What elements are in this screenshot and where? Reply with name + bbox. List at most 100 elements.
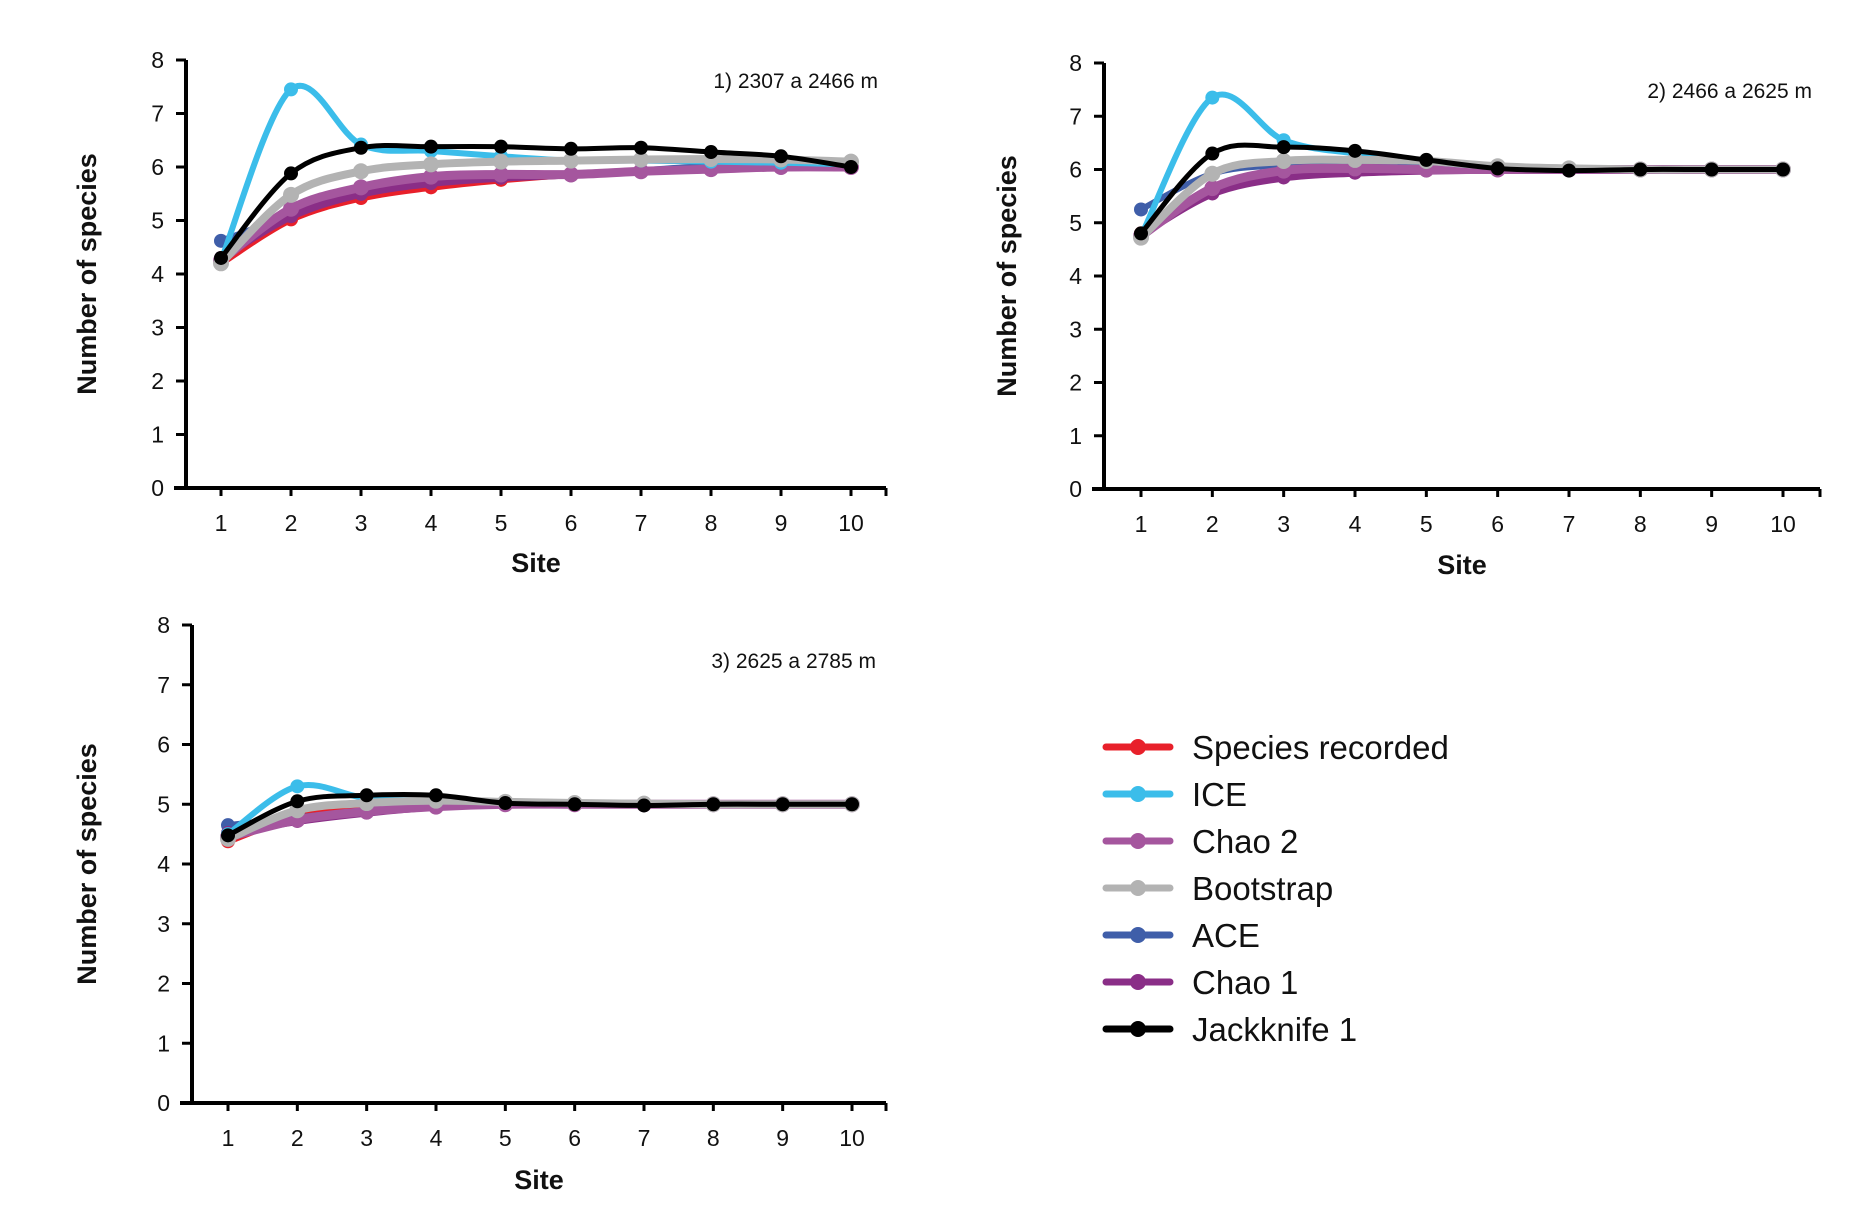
x-tick-label: 5 xyxy=(1420,511,1433,537)
data-point-jackknife-1 xyxy=(1490,161,1505,176)
y-tick-label: 5 xyxy=(1069,210,1082,236)
x-tick-label: 9 xyxy=(775,510,788,536)
data-point-jackknife-1 xyxy=(704,145,718,160)
data-point-jackknife-1 xyxy=(290,794,305,809)
y-tick-label: 6 xyxy=(157,732,170,758)
legend-label: Bootstrap xyxy=(1192,870,1333,907)
x-tick-label: 9 xyxy=(776,1125,789,1151)
series-line-jackknife-1 xyxy=(218,143,854,261)
x-tick-label: 8 xyxy=(705,510,718,536)
legend-swatch-marker xyxy=(1130,833,1146,849)
data-point-jackknife-1 xyxy=(214,250,228,265)
y-tick-label: 4 xyxy=(1069,263,1082,289)
data-point-bootstrap xyxy=(1275,152,1292,169)
y-tick-label: 2 xyxy=(157,971,170,997)
data-point-bootstrap xyxy=(1204,165,1221,182)
x-tick-label: 7 xyxy=(638,1125,651,1151)
y-tick-label: 7 xyxy=(157,672,170,698)
x-tick-label: 5 xyxy=(499,1125,512,1151)
legend-label: Chao 1 xyxy=(1192,964,1298,1001)
x-tick-label: 10 xyxy=(1770,511,1796,537)
data-point-ice xyxy=(290,779,305,794)
legend: Species recorded ICE Chao 2 Bootstrap ACE Cha… xyxy=(1102,729,1449,1048)
data-point-chao-2 xyxy=(563,166,579,183)
series-line-chao-2 xyxy=(1136,163,1788,241)
data-point-jackknife-1 xyxy=(429,788,443,803)
data-point-jackknife-1 xyxy=(1633,162,1648,177)
data-point-jackknife-1 xyxy=(498,796,513,811)
x-tick-label: 6 xyxy=(1491,511,1504,537)
y-tick-label: 0 xyxy=(157,1090,170,1116)
x-tick-label: 1 xyxy=(215,510,228,536)
y-tick-label: 2 xyxy=(1069,370,1082,396)
data-point-chao-2 xyxy=(283,200,299,217)
data-point-jackknife-1 xyxy=(706,797,721,812)
legend-label: Chao 2 xyxy=(1192,823,1298,860)
data-point-jackknife-1 xyxy=(775,797,790,812)
x-tick-label: 3 xyxy=(360,1125,373,1151)
y-tick-label: 2 xyxy=(151,368,164,394)
data-point-jackknife-1 xyxy=(1276,140,1291,155)
x-tick-label: 6 xyxy=(568,1125,581,1151)
x-tick-label: 4 xyxy=(430,1125,443,1151)
data-point-jackknife-1 xyxy=(1776,162,1790,177)
series-jackknife-1 xyxy=(214,139,858,265)
data-point-chao-2 xyxy=(633,163,649,180)
series-jackknife-1 xyxy=(221,788,859,843)
series-species-recorded xyxy=(1134,162,1790,241)
panel-title: 1) 2307 a 2466 m xyxy=(713,70,878,93)
legend-item-chao-1: Chao 1 xyxy=(1102,964,1298,1001)
data-point-bootstrap xyxy=(563,152,579,169)
data-point-jackknife-1 xyxy=(424,139,438,154)
data-point-jackknife-1 xyxy=(637,798,651,813)
data-point-ice xyxy=(1205,90,1220,105)
y-tick-label: 5 xyxy=(151,208,164,234)
x-tick-label: 10 xyxy=(839,1125,865,1151)
x-tick-label: 4 xyxy=(425,510,438,536)
data-point-chao-2 xyxy=(423,168,439,185)
x-tick-label: 8 xyxy=(707,1125,720,1151)
data-point-jackknife-1 xyxy=(359,788,374,803)
x-tick-label: 2 xyxy=(291,1125,304,1151)
data-point-ace xyxy=(1134,202,1148,217)
legend-item-jackknife-1: Jackknife 1 xyxy=(1102,1011,1357,1048)
legend-item-chao-2: Chao 2 xyxy=(1102,823,1298,860)
x-tick-label: 3 xyxy=(1277,511,1290,537)
x-tick-label: 1 xyxy=(222,1125,235,1151)
y-tick-label: 5 xyxy=(157,791,170,817)
chart-panel-3: 0 1 2 3 4 5 6 7 8 1 2 3 4 5 6 7 8 9 10 Site Number of specie… xyxy=(72,612,888,1195)
y-tick-label: 1 xyxy=(157,1030,170,1056)
x-axis-title: Site xyxy=(1437,550,1487,580)
x-tick-label: 2 xyxy=(1206,511,1219,537)
panel-title: 3) 2625 a 2785 m xyxy=(711,650,876,673)
y-tick-label: 7 xyxy=(151,101,164,127)
data-point-jackknife-1 xyxy=(354,140,368,155)
y-axis-title: Number of species xyxy=(72,743,102,985)
data-point-bootstrap xyxy=(423,156,439,173)
y-tick-label: 3 xyxy=(151,315,164,341)
x-tick-label: 7 xyxy=(635,510,648,536)
x-tick-label: 2 xyxy=(285,510,298,536)
legend-swatch-marker xyxy=(1130,786,1146,802)
series-chao-1 xyxy=(1134,162,1790,242)
y-axis-title: Number of species xyxy=(992,155,1022,397)
legend-swatch-marker xyxy=(1130,974,1146,990)
data-point-jackknife-1 xyxy=(1704,162,1719,177)
legend-item-ace: ACE xyxy=(1102,917,1260,954)
y-tick-label: 0 xyxy=(151,475,164,501)
x-tick-label: 8 xyxy=(1634,511,1647,537)
x-tick-label: 4 xyxy=(1349,511,1362,537)
data-point-chao-2 xyxy=(493,166,509,183)
data-point-jackknife-1 xyxy=(1562,163,1576,178)
y-axis-title: Number of species xyxy=(72,153,102,395)
data-point-jackknife-1 xyxy=(1134,226,1148,241)
series-line-jackknife-1 xyxy=(1138,142,1786,236)
legend-item-bootstrap: Bootstrap xyxy=(1102,870,1333,907)
y-tick-label: 6 xyxy=(151,154,164,180)
legend-swatch-marker xyxy=(1130,927,1146,943)
data-point-jackknife-1 xyxy=(284,166,298,181)
data-point-jackknife-1 xyxy=(844,160,858,174)
series-line-bootstrap xyxy=(217,154,855,268)
series-line-jackknife-1 xyxy=(225,791,855,838)
data-point-jackknife-1 xyxy=(564,141,578,156)
